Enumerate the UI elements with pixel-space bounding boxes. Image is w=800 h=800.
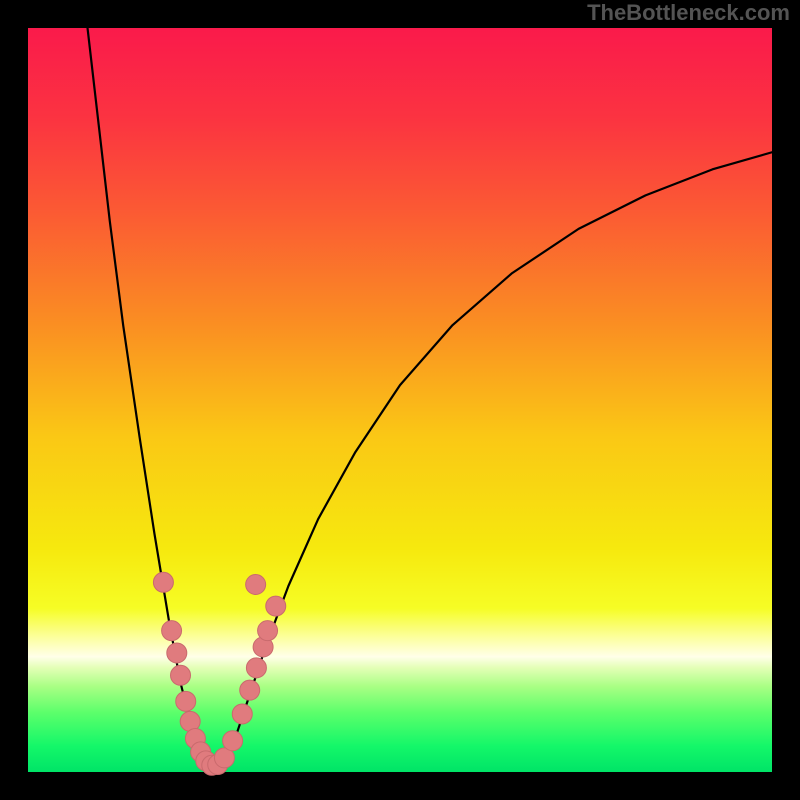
data-marker (223, 731, 243, 751)
data-marker (167, 643, 187, 663)
data-marker (153, 572, 173, 592)
data-marker (266, 596, 286, 616)
data-marker (240, 680, 260, 700)
watermark-text: TheBottleneck.com (587, 0, 790, 26)
data-marker (176, 691, 196, 711)
bottleneck-curve (88, 28, 772, 770)
data-marker (258, 621, 278, 641)
figure-root: TheBottleneck.com (0, 0, 800, 800)
data-marker (171, 665, 191, 685)
data-marker (162, 621, 182, 641)
data-marker (246, 575, 266, 595)
data-marker (232, 704, 252, 724)
data-marker (246, 658, 266, 678)
overlay-svg (0, 0, 800, 800)
